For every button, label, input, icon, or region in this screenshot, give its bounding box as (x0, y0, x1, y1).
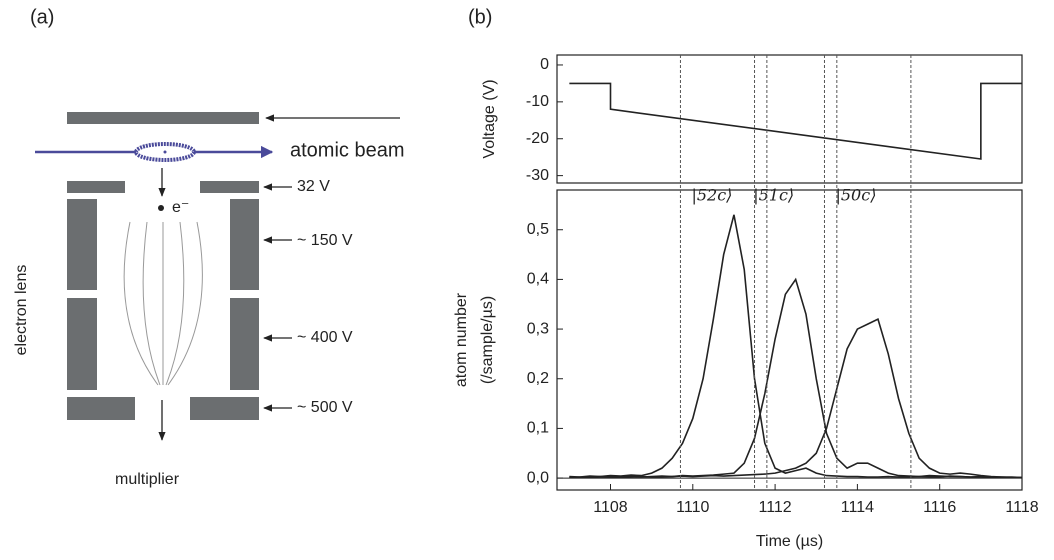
voltage-label: ~ 400 V (297, 329, 353, 346)
y-tick-label: 0,3 (527, 320, 549, 337)
y-tick-label: 0,2 (527, 370, 549, 387)
y-tick-label: -20 (526, 130, 549, 147)
electrode (230, 199, 259, 290)
peak-label: |51c⟩ (753, 186, 794, 205)
voltage-label: 32 V (297, 178, 330, 195)
panel-label: (b) (468, 6, 492, 28)
electron (158, 205, 164, 211)
multiplier-label: multiplier (115, 471, 180, 488)
peak-label: |50c⟩ (835, 186, 876, 205)
plate (67, 181, 125, 193)
x-tick-label: 1108 (593, 499, 628, 516)
lens-label: electron lens (13, 265, 30, 356)
y-tick-label: 0 (540, 56, 549, 73)
y-axis-label: atom number (453, 292, 470, 387)
y-tick-label: -10 (526, 93, 549, 110)
beam-label: atomic beam (290, 139, 405, 161)
panel-label: (a) (30, 6, 54, 28)
data-line (569, 214, 1022, 479)
y-axis-label: Voltage (V) (481, 79, 498, 158)
x-axis-label: Time (µs) (756, 533, 823, 550)
field-lines (123, 221, 203, 386)
data-line (569, 318, 1023, 479)
electrode (230, 298, 259, 390)
x-tick-label: 1118 (1005, 499, 1038, 516)
x-tick-label: 1112 (758, 499, 791, 516)
plot-frame (556, 189, 1023, 491)
y-tick-label: -30 (526, 167, 549, 184)
electrode (67, 199, 97, 290)
y-tick-label: 0,4 (527, 271, 549, 288)
y-tick-label: 0,1 (527, 420, 549, 437)
peak-label: |52c⟩ (691, 186, 732, 205)
data-line (569, 82, 1022, 160)
electron-label: e⁻ (172, 199, 189, 216)
atom (163, 150, 167, 154)
x-tick-label: 1114 (841, 499, 874, 516)
data-line (569, 277, 1022, 479)
plate (190, 397, 259, 420)
electrode (67, 298, 97, 390)
voltage-label: ~ 150 V (297, 232, 353, 249)
y-tick-label: 0,5 (527, 221, 549, 238)
plate (67, 112, 259, 124)
y-axis-label: (/sample/µs) (479, 296, 496, 384)
x-tick-label: 1110 (676, 499, 709, 516)
plot-frame (556, 54, 1023, 184)
electron-optics-diagram: atomic beam 32 V e⁻ ~ 150 V ~ 400 V ~ 50… (13, 112, 405, 488)
voltage-label: ~ 500 V (297, 399, 353, 416)
y-tick-label: 0,0 (527, 469, 549, 486)
plate (67, 397, 135, 420)
plate (200, 181, 259, 193)
x-tick-label: 1116 (923, 499, 956, 516)
